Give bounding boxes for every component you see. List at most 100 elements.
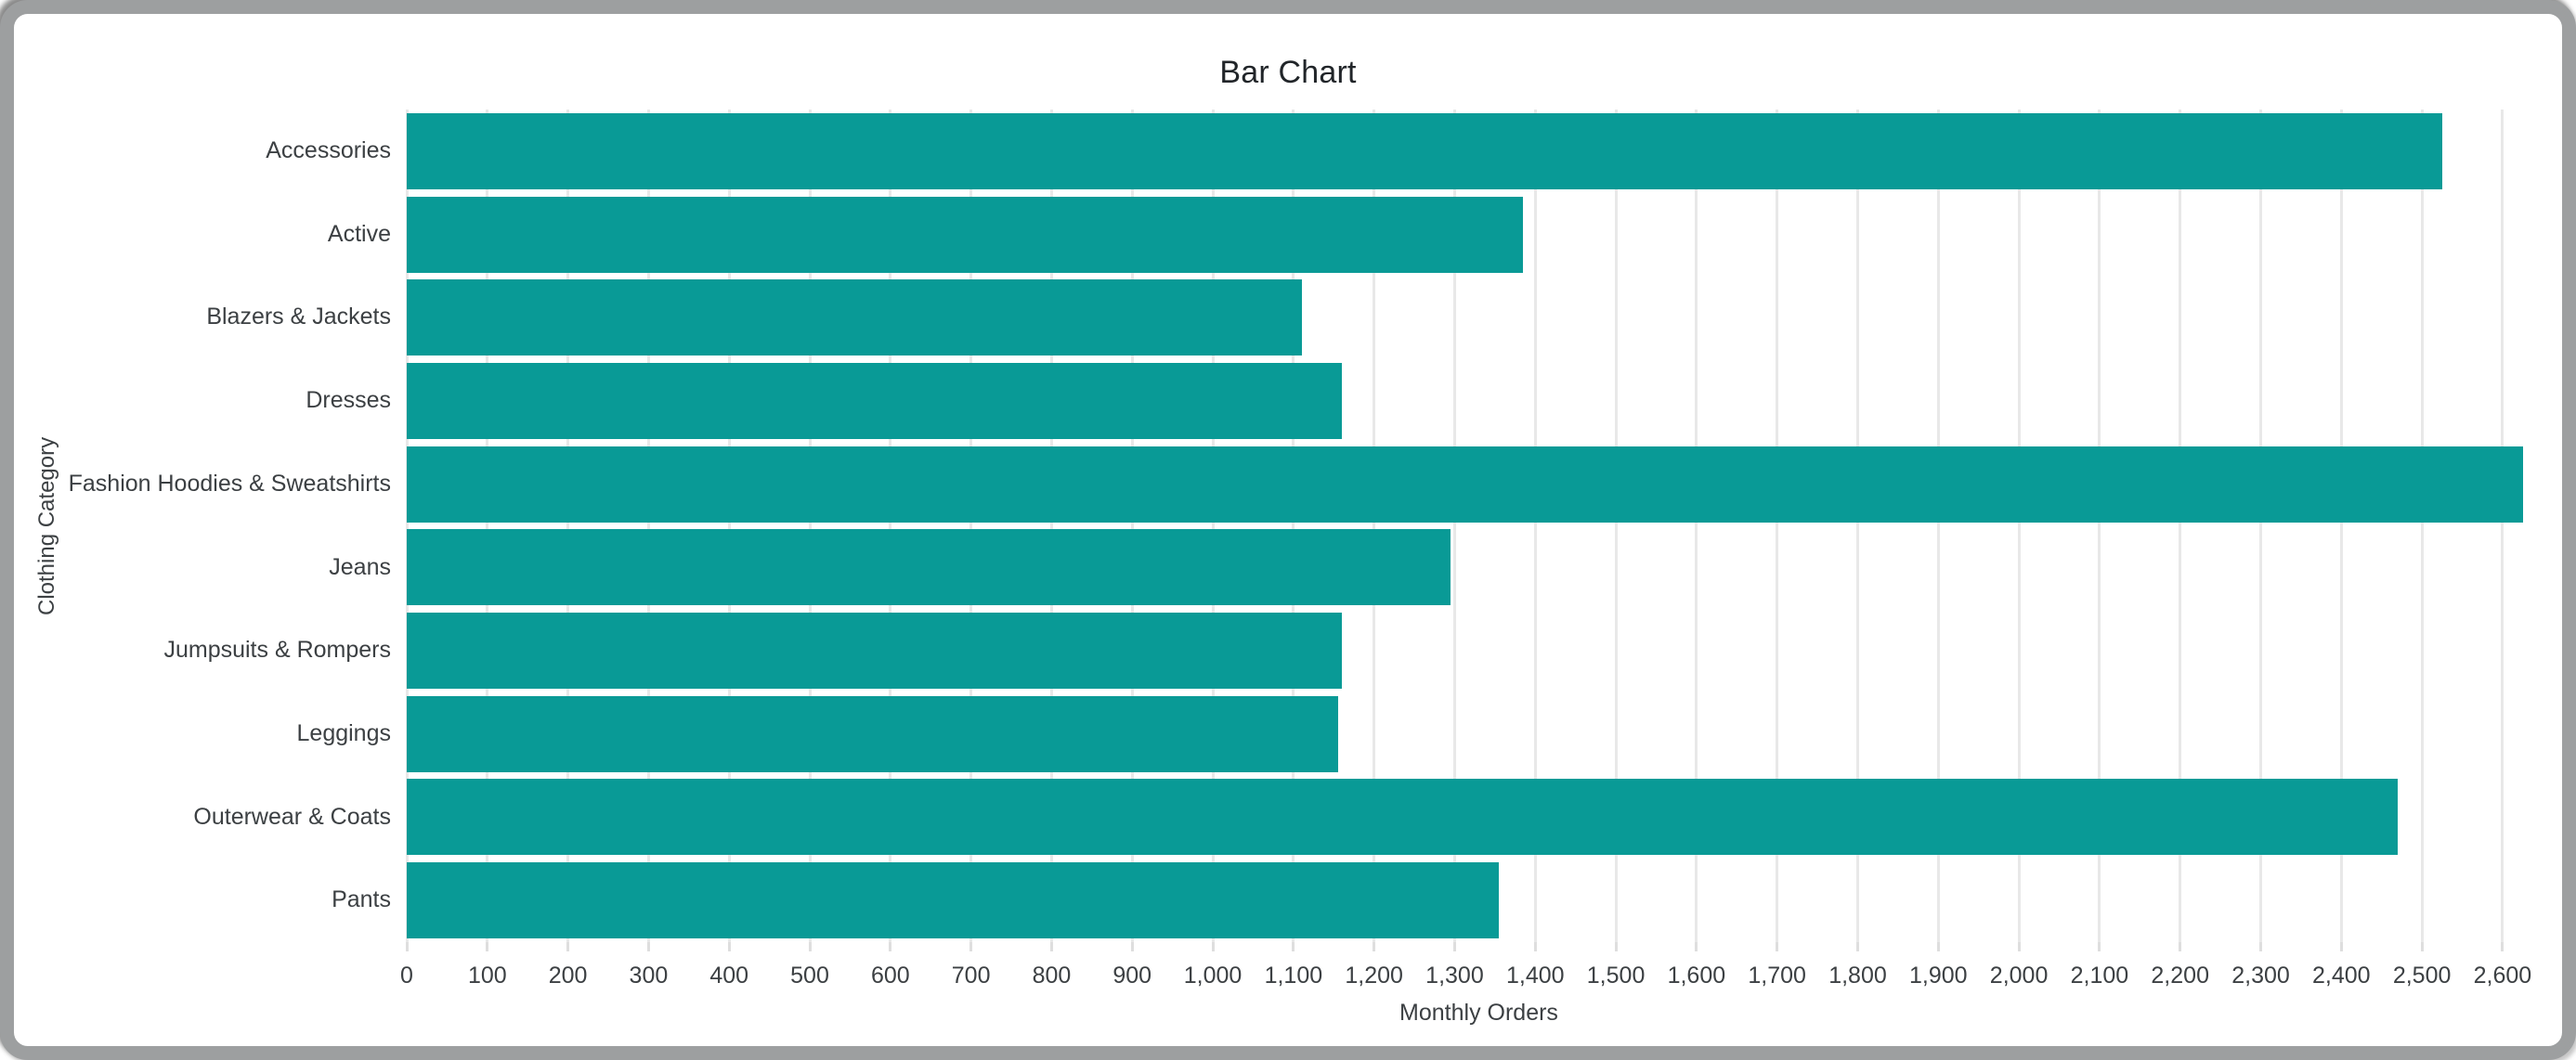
- axis-tick-x-800: [1049, 942, 1053, 951]
- gridline-x-300: [646, 110, 650, 942]
- axis-tick-x-1200: [1373, 942, 1376, 951]
- axis-tick-x-1800: [1855, 942, 1859, 951]
- gridline-x-2000: [2017, 110, 2021, 942]
- x-tick-label-1400: 1,400: [1505, 963, 1565, 989]
- x-tick-label-2600: 2,600: [2473, 963, 2532, 989]
- gridline-x-2100: [2098, 110, 2101, 942]
- axis-tick-x-2100: [2098, 942, 2101, 951]
- x-tick-label-400: 400: [709, 963, 749, 989]
- gridline-x-0: [405, 110, 409, 942]
- x-tick-label-1300: 1,300: [1425, 963, 1484, 989]
- gridline-x-2300: [2259, 110, 2262, 942]
- gridline-x-1600: [1695, 110, 1698, 942]
- x-tick-label-1800: 1,800: [1828, 963, 1887, 989]
- gridline-x-800: [1049, 110, 1053, 942]
- x-tick-label-0: 0: [400, 963, 413, 989]
- x-tick-label-2500: 2,500: [2392, 963, 2452, 989]
- x-tick-label-2300: 2,300: [2231, 963, 2290, 989]
- y-tick-label-blazers-jackets: Blazers & Jackets: [206, 304, 391, 330]
- x-tick-label-2000: 2,000: [1989, 963, 2049, 989]
- bar-fashion-hoodies-sweatshirts: [407, 446, 2523, 523]
- x-tick-label-900: 900: [1112, 963, 1152, 989]
- axis-tick-x-1900: [1936, 942, 1940, 951]
- y-tick-label-jumpsuits-rompers: Jumpsuits & Rompers: [163, 637, 391, 664]
- x-tick-label-300: 300: [629, 963, 669, 989]
- bar-accessories: [407, 112, 2442, 189]
- bar-blazers-jackets: [407, 279, 1302, 356]
- gridline-x-700: [969, 110, 973, 942]
- x-tick-label-2100: 2,100: [2070, 963, 2129, 989]
- bar-pants: [407, 862, 1500, 939]
- chart-title: Bar Chart: [1219, 55, 1357, 90]
- y-tick-label-active: Active: [327, 220, 391, 247]
- bar-jeans: [407, 529, 1451, 606]
- axis-tick-x-1300: [1452, 942, 1456, 951]
- x-tick-label-700: 700: [951, 963, 991, 989]
- axis-tick-x-2500: [2420, 942, 2424, 951]
- axis-tick-x-1600: [1695, 942, 1698, 951]
- bar-active: [407, 196, 1524, 273]
- gridline-x-1300: [1452, 110, 1456, 942]
- axis-tick-x-300: [646, 942, 650, 951]
- gridline-x-500: [808, 110, 812, 942]
- axis-tick-x-1400: [1533, 942, 1537, 951]
- x-tick-label-1700: 1,700: [1748, 963, 1806, 989]
- x-tick-label-100: 100: [467, 963, 507, 989]
- axis-tick-x-2300: [2259, 942, 2262, 951]
- gridline-x-1000: [1211, 110, 1215, 942]
- gridline-x-1500: [1614, 110, 1618, 942]
- x-tick-label-2200: 2,200: [2151, 963, 2209, 989]
- axis-tick-x-100: [486, 942, 489, 951]
- gridline-x-600: [889, 110, 892, 942]
- bar-dresses: [407, 362, 1342, 439]
- bar-jumpsuits-rompers: [407, 613, 1342, 690]
- gridline-x-900: [1130, 110, 1134, 942]
- bar-outerwear-coats: [407, 779, 2399, 856]
- plot-area: [405, 110, 2551, 951]
- axis-tick-x-1000: [1211, 942, 1215, 951]
- axis-tick-x-2000: [2017, 942, 2021, 951]
- gridline-x-2600: [2501, 110, 2504, 942]
- axis-tick-x-1100: [1292, 942, 1295, 951]
- gridline-x-2400: [2339, 110, 2343, 942]
- axis-tick-x-2600: [2501, 942, 2504, 951]
- x-tick-label-500: 500: [790, 963, 829, 989]
- y-tick-label-jeans: Jeans: [329, 553, 391, 580]
- axis-tick-x-400: [727, 942, 731, 951]
- y-tick-label-pants: Pants: [332, 886, 391, 913]
- gridline-x-1100: [1292, 110, 1295, 942]
- axis-tick-x-2400: [2339, 942, 2343, 951]
- gridline-x-100: [486, 110, 489, 942]
- x-tick-label-1000: 1,000: [1183, 963, 1242, 989]
- axis-tick-x-0: [405, 942, 409, 951]
- axis-tick-x-200: [566, 942, 570, 951]
- x-tick-label-1100: 1,100: [1264, 963, 1323, 989]
- y-tick-label-dresses: Dresses: [306, 387, 391, 414]
- x-tick-label-1500: 1,500: [1586, 963, 1646, 989]
- x-tick-label-600: 600: [870, 963, 910, 989]
- gridline-x-1800: [1855, 110, 1859, 942]
- y-tick-label-fashion-hoodies-sweatshirts: Fashion Hoodies & Sweatshirts: [68, 470, 391, 497]
- gridline-x-1400: [1533, 110, 1537, 942]
- gridline-x-400: [727, 110, 731, 942]
- axis-tick-x-700: [969, 942, 973, 951]
- gridline-x-1200: [1373, 110, 1376, 942]
- gridline-x-1900: [1936, 110, 1940, 942]
- gridline-x-1700: [1776, 110, 1779, 942]
- bar-chart: Bar Chart Clothing Category Accessories A…: [14, 14, 2562, 1046]
- x-axis-title: Monthly Orders: [1399, 1000, 1558, 1026]
- y-tick-label-accessories: Accessories: [266, 137, 391, 163]
- y-tick-label-leggings: Leggings: [296, 719, 391, 746]
- y-tick-label-outerwear-coats: Outerwear & Coats: [193, 803, 391, 830]
- x-tick-label-1600: 1,600: [1667, 963, 1726, 989]
- axis-tick-x-600: [889, 942, 892, 951]
- x-tick-label-1200: 1,200: [1345, 963, 1403, 989]
- gridline-x-2200: [2179, 110, 2182, 942]
- gridline-x-2500: [2420, 110, 2424, 942]
- axis-tick-x-1700: [1776, 942, 1779, 951]
- gridline-x-200: [566, 110, 570, 942]
- x-tick-label-1900: 1,900: [1909, 963, 1968, 989]
- axis-tick-x-500: [808, 942, 812, 951]
- x-tick-label-2400: 2,400: [2312, 963, 2371, 989]
